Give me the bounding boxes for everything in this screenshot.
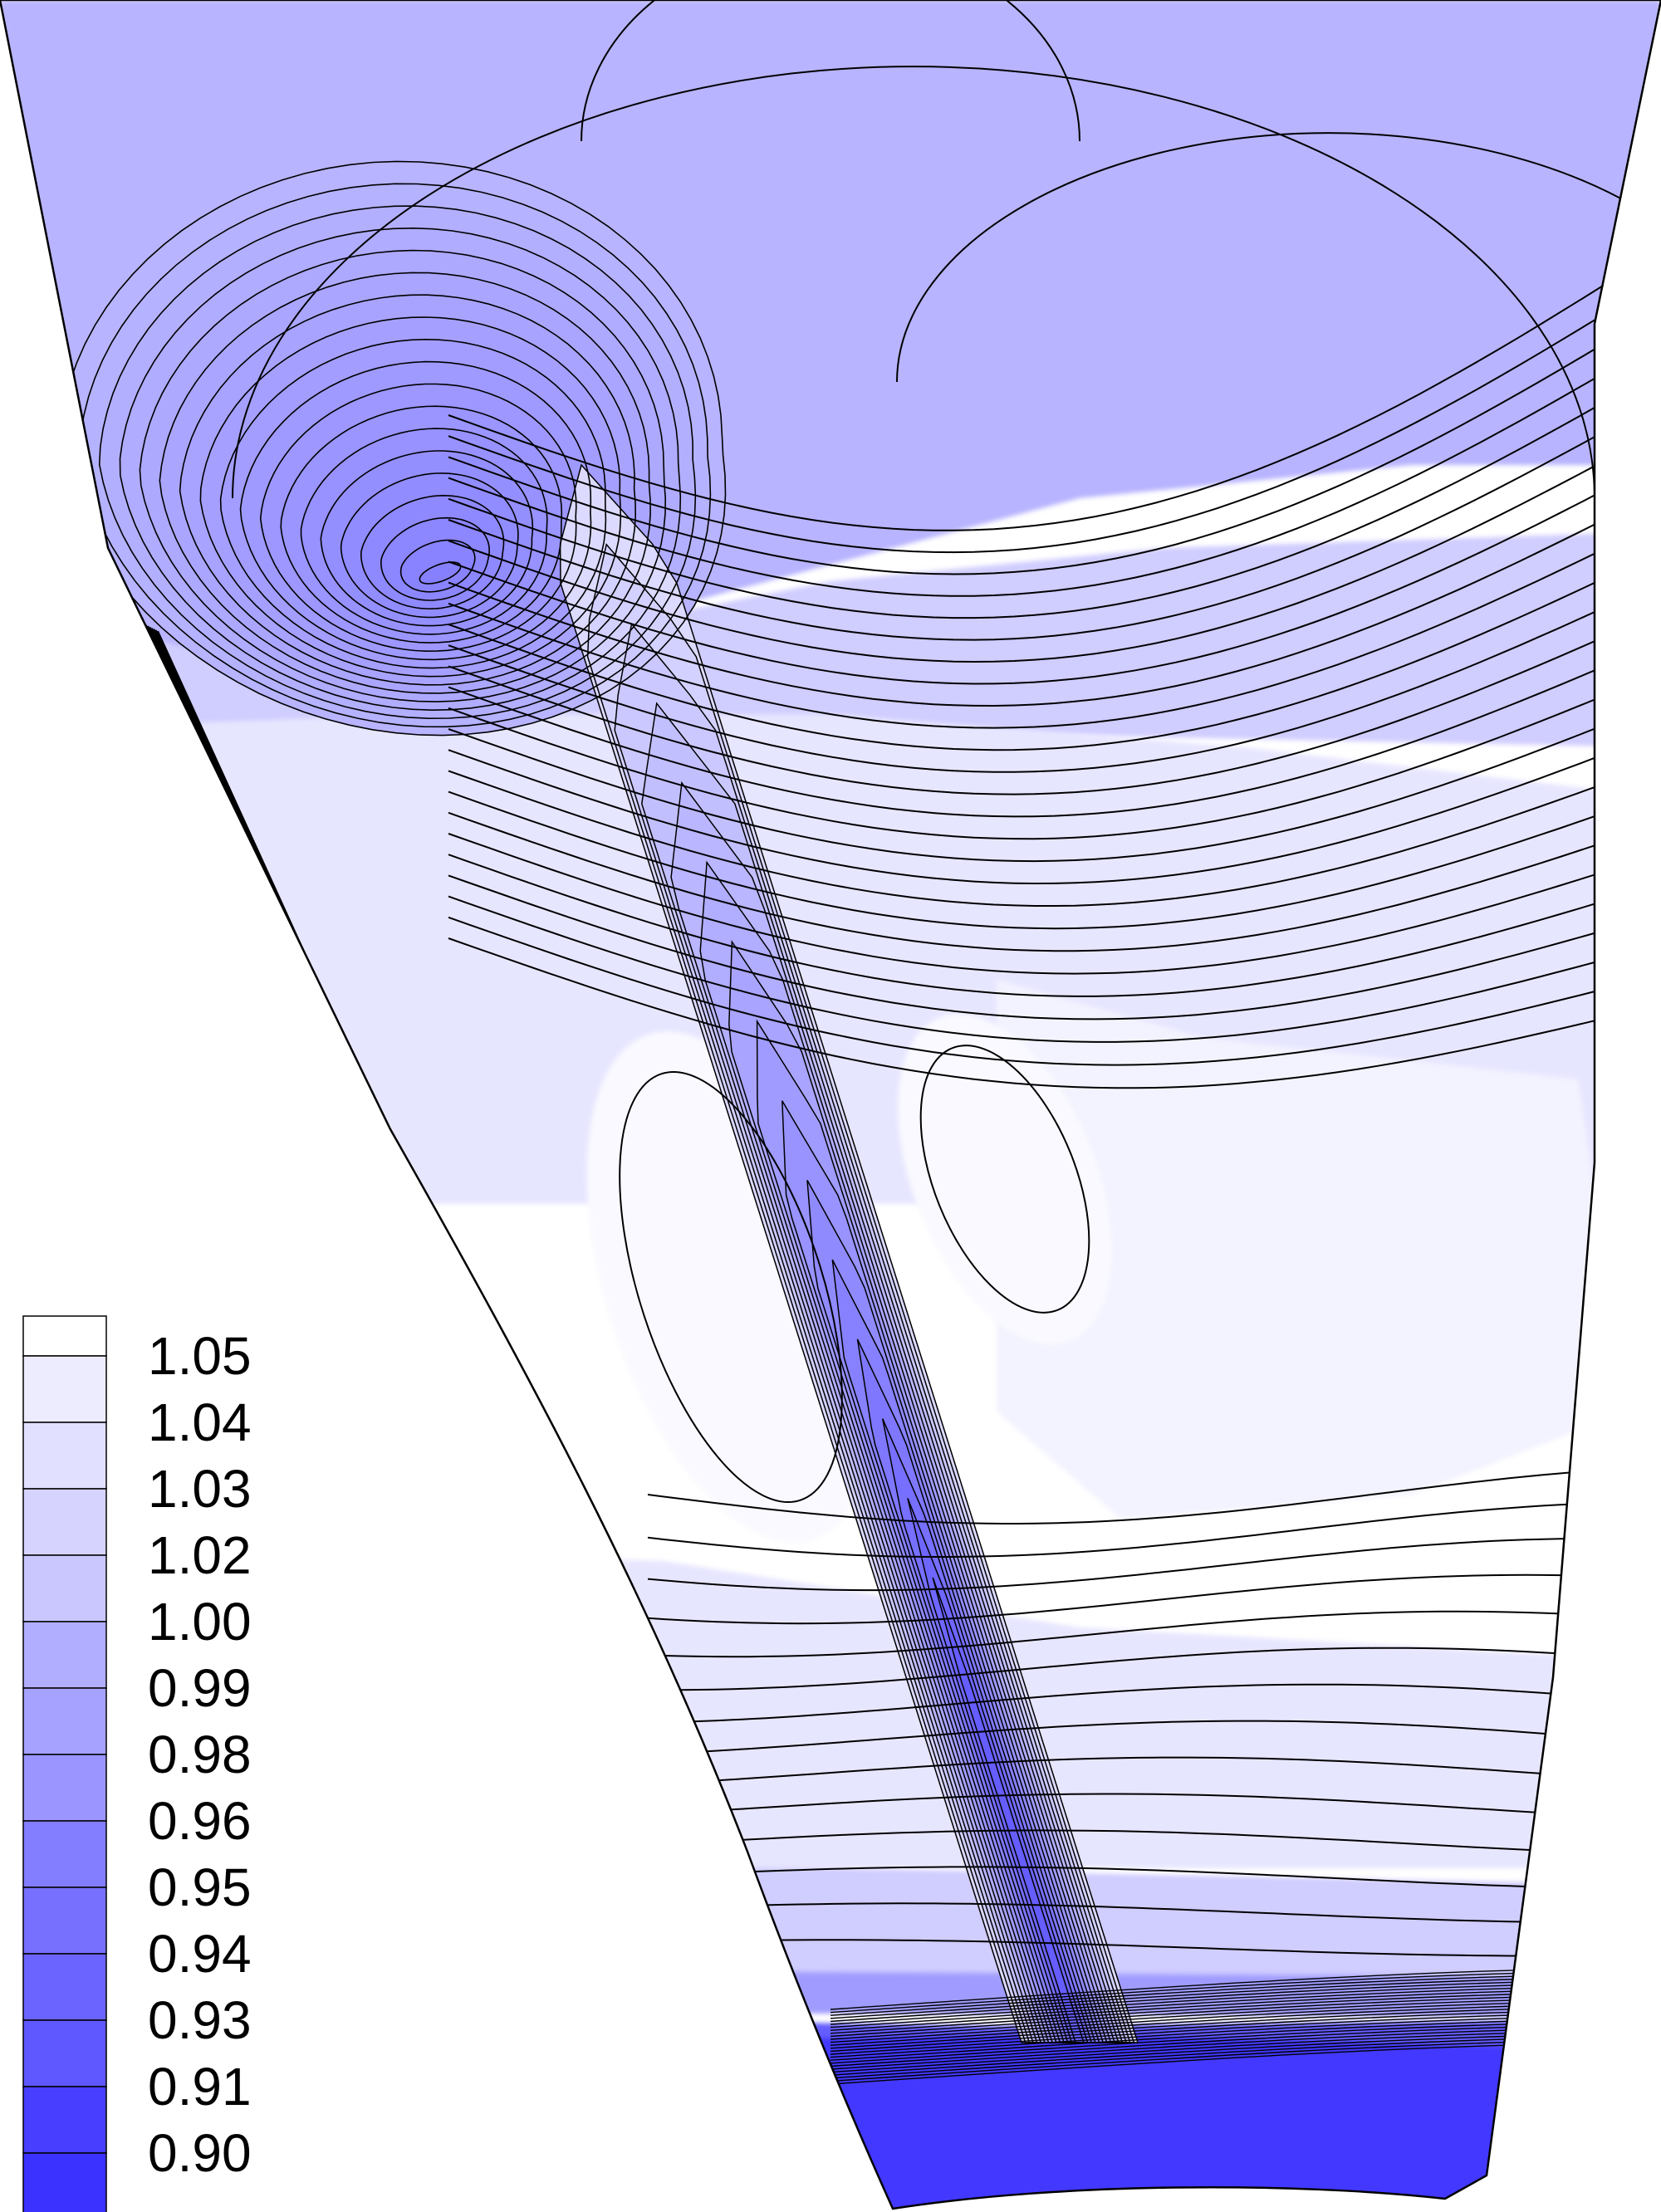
contour-line [647,1793,1661,1820]
low-contour [360,494,505,610]
legend-label: 0.94 [148,1924,252,1984]
contour-line [647,1829,1661,1856]
contour-line [448,429,1661,663]
low-contour [419,561,462,585]
legend-swatch [22,1355,107,1423]
contour-line [448,610,1661,795]
legend-label: 0.95 [148,1857,252,1917]
low-contour [280,405,563,644]
contour-line [647,1720,1661,1755]
low-contour [119,227,682,712]
low-contour [380,516,490,601]
contour-line [647,1683,1661,1724]
legend-label: 1.00 [148,1592,252,1652]
contour-line [448,702,1661,863]
contour-line [647,1610,1661,1658]
contour-line [448,459,1661,685]
wake-fill [933,1578,1084,2043]
contour-line [448,833,1661,975]
contour-loop [919,1045,1090,1314]
contour-line [448,339,1661,597]
legend-label: 1.05 [148,1326,252,1386]
legend-label: 0.99 [148,1658,252,1718]
contour-line [448,308,1661,575]
legend-swatch [22,1315,107,1357]
low-contour [179,294,637,686]
contour-line [647,1939,1661,1957]
contour-line [448,399,1661,641]
legend-label: 0.91 [148,2057,252,2117]
contour-line [448,551,1661,751]
contour-line [448,790,1661,930]
contour-line [448,580,1661,773]
contour-line [448,916,1661,1066]
legend-swatch [22,1953,107,2021]
contour-line [448,732,1661,885]
contour-line [448,937,1661,1089]
contour-line [448,671,1661,840]
contour-line [647,1902,1661,1924]
wake-contour [932,1577,1085,2043]
contour-line [448,854,1661,997]
contour-line [448,490,1661,707]
contour-line [448,641,1661,818]
low-contour [98,205,697,720]
legend-swatch [22,1687,107,1755]
contour-line [647,1756,1661,1786]
contour-line [647,1500,1661,1558]
contour-line [647,1537,1661,1592]
low-contour [320,450,534,627]
contour-line [448,278,1661,554]
legend-swatch [22,1621,107,1689]
contour-line [448,895,1661,1043]
low-contour [139,249,667,702]
legend-label: 1.03 [148,1459,252,1519]
contour-line [896,132,1661,383]
contour-line [647,1647,1661,1691]
contour-line [448,811,1661,952]
legend-label: 0.93 [148,1990,252,2050]
contour-line [448,248,1661,531]
legend-swatch [22,1422,107,1490]
contour-line [448,369,1661,619]
legend-label: 1.02 [148,1525,252,1585]
contour-loop [619,1070,843,1504]
contour-line [647,1466,1661,1524]
low-fill [419,562,461,584]
contour-line [232,66,1595,499]
contour-line [581,0,1080,142]
low-contour [159,272,651,694]
color-legend: 1.051.04 1.031.02 1.000.99 0.98 0.960.95 0.94… [22,1315,252,2212]
low-contour [239,360,592,661]
band-lower-right [997,980,1628,1520]
low-contour [259,383,577,653]
low-contour [300,428,548,635]
legend-label: 1.04 [148,1392,252,1452]
pocket-right [898,1013,1112,1345]
legend-swatch [22,2086,107,2154]
legend-swatch [22,1820,107,1888]
legend-swatch [22,1488,107,1556]
contour-line [448,761,1661,907]
legend-label: 0.96 [148,1791,252,1851]
contour-line [647,1573,1661,1625]
low-contour [199,316,622,678]
contour-line [647,1866,1661,1891]
contour-line [448,520,1661,729]
low-contour [340,472,519,619]
legend-label: 0.98 [148,1725,252,1784]
legend-swatch [22,2152,107,2212]
legend-label: 0.90 [148,2123,252,2183]
legend-swatch [22,1887,107,1955]
legend-swatch [22,1754,107,1822]
legend-swatch [22,1554,107,1622]
contour-line [448,874,1661,1020]
legend-swatch [22,2019,107,2087]
